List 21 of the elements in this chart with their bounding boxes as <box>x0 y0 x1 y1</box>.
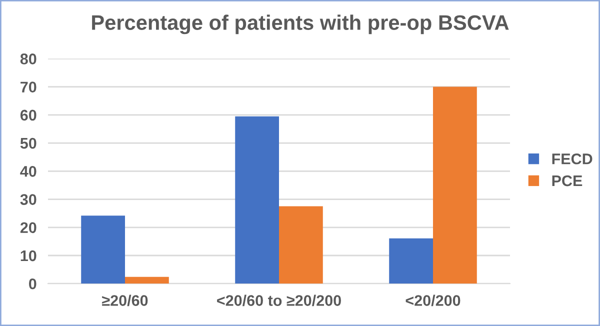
legend-label: PCE <box>552 175 582 186</box>
bar <box>125 276 169 284</box>
y-tick-label: 80 <box>20 54 36 64</box>
bar <box>279 206 323 284</box>
y-tick-label: 50 <box>20 138 36 149</box>
y-tick-label: 0 <box>28 278 36 290</box>
bar <box>235 116 279 284</box>
y-tick-label: 70 <box>20 82 36 92</box>
chart-title: Percentage of patients with pre-op BSCVA <box>92 14 509 34</box>
y-tick-label: 40 <box>20 166 36 177</box>
legend-label: FECD <box>552 153 592 164</box>
y-tick-label: 20 <box>20 222 36 234</box>
bar <box>389 238 433 284</box>
bar <box>81 216 125 284</box>
y-tick-label: 10 <box>20 250 36 262</box>
bar <box>433 86 477 284</box>
x-tick-label: ≥20/60 <box>102 294 148 306</box>
y-tick-label: 30 <box>20 194 36 205</box>
x-tick-label: <20/60 to ≥20/200 <box>217 294 341 306</box>
y-tick-label: 60 <box>20 110 36 121</box>
x-tick-label: <20/200 <box>406 294 460 306</box>
